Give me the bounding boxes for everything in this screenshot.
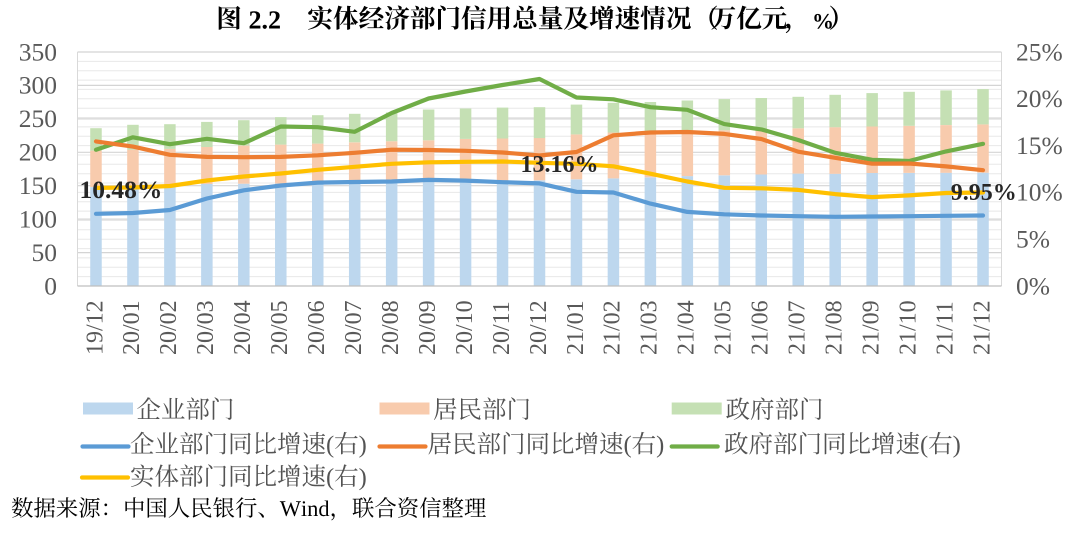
svg-text:20%: 20% [1016,84,1063,113]
svg-text:25%: 25% [1016,37,1063,66]
svg-text:15%: 15% [1016,131,1063,160]
svg-text:300: 300 [19,71,57,100]
svg-text:21/05: 21/05 [711,300,737,355]
svg-text:20/09: 20/09 [415,300,441,355]
svg-text:21/03: 21/03 [637,300,663,355]
svg-text:20/01: 20/01 [119,300,145,355]
svg-text:20/03: 20/03 [193,300,219,355]
svg-text:20/06: 20/06 [304,300,330,355]
svg-text:21/02: 21/02 [600,300,626,355]
svg-text:21/04: 21/04 [674,300,700,355]
svg-text:20/10: 20/10 [452,300,478,355]
svg-text:150: 150 [19,171,57,200]
svg-text:250: 250 [19,104,57,133]
svg-text:5%: 5% [1016,225,1050,254]
svg-text:100: 100 [19,204,57,233]
svg-text:200: 200 [19,138,57,167]
svg-text:13.16%: 13.16% [521,152,599,178]
svg-text:19/12: 19/12 [82,300,108,355]
svg-text:21/09: 21/09 [858,300,884,355]
svg-text:0: 0 [44,271,57,300]
svg-text:20/11: 20/11 [489,301,515,355]
svg-text:21/01: 21/01 [563,300,589,355]
svg-text:10%: 10% [1016,178,1063,207]
svg-text:21/06: 21/06 [748,300,774,355]
svg-text:10.48%: 10.48% [80,175,163,204]
svg-text:21/07: 21/07 [785,300,811,355]
svg-text:0%: 0% [1016,271,1050,300]
svg-text:21/08: 21/08 [822,300,848,355]
svg-text:9.95%: 9.95% [951,180,1017,206]
svg-text:20/05: 20/05 [267,300,293,355]
svg-text:20/12: 20/12 [526,300,552,355]
svg-text:20/04: 20/04 [230,300,256,355]
svg-text:21/11: 21/11 [932,301,958,355]
svg-text:20/02: 20/02 [156,300,182,355]
svg-text:21/10: 21/10 [895,300,921,355]
svg-text:20/07: 20/07 [341,300,367,355]
svg-text:20/08: 20/08 [378,300,404,355]
svg-text:21/12: 21/12 [969,300,995,355]
svg-text:50: 50 [32,238,58,267]
svg-text:350: 350 [19,37,57,66]
